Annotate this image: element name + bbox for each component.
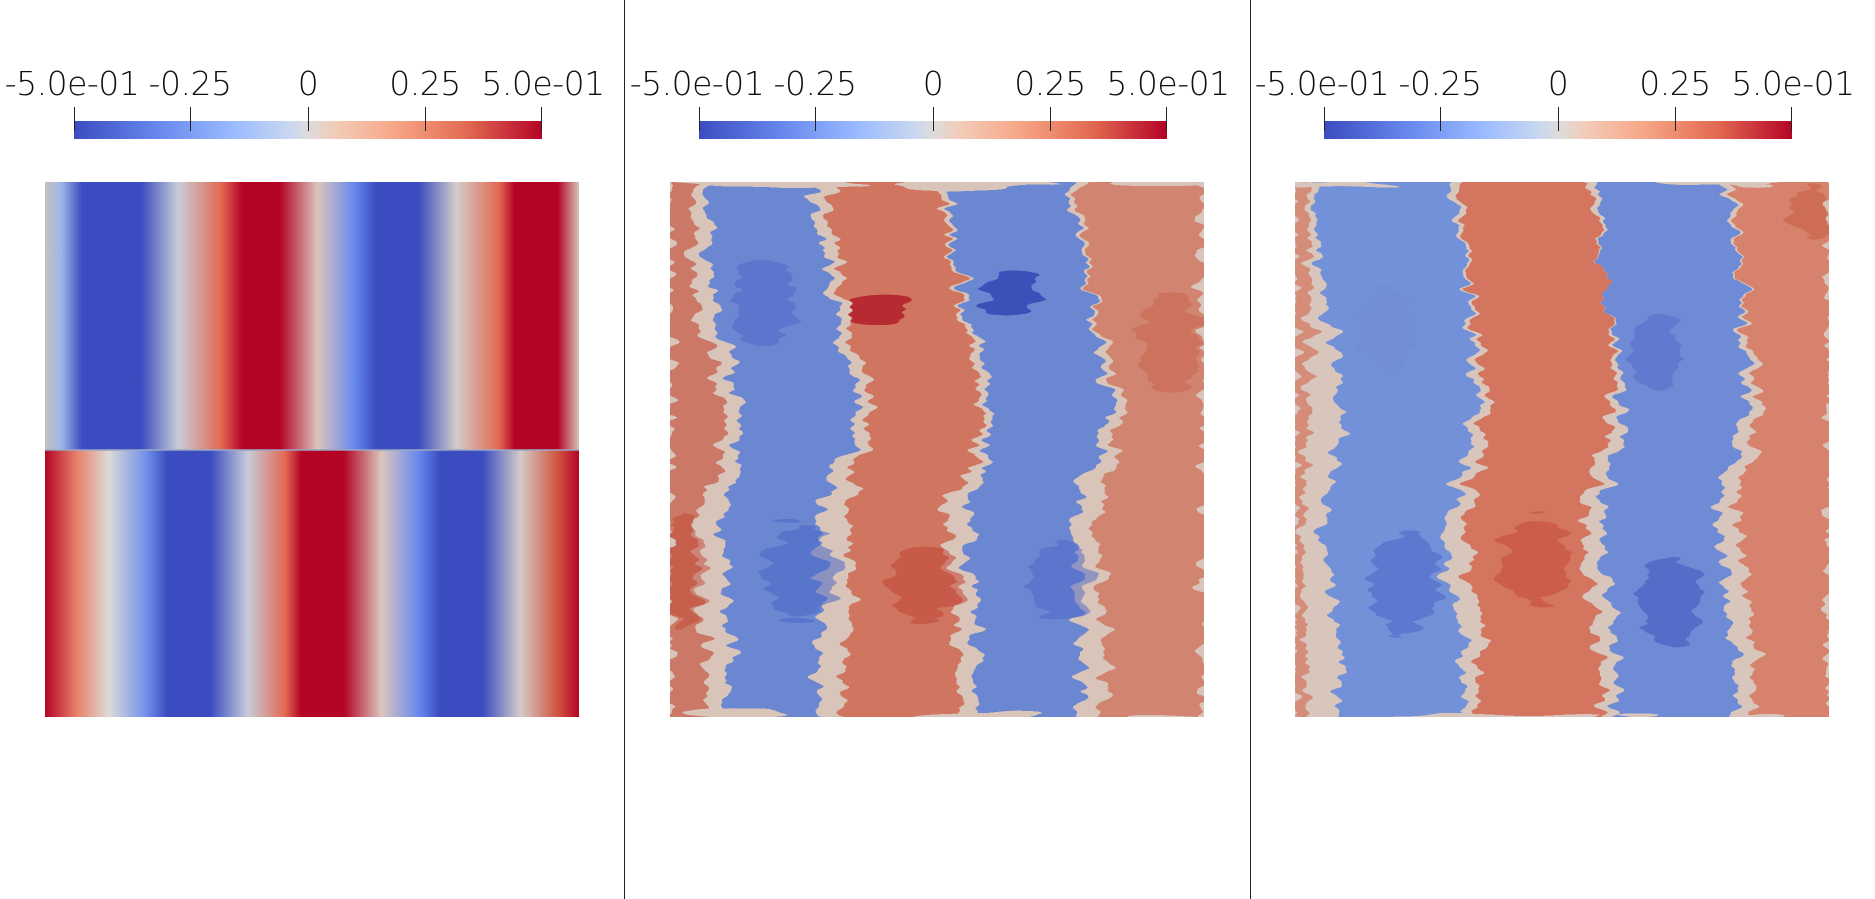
scalar-bar-tick-label: 0 [297, 64, 319, 103]
scalar-bar-tick [541, 107, 542, 131]
scalar-bar-tick-label: 0.25 [1014, 64, 1086, 103]
scalar-bar-tick-label: -5.0e-01 [629, 64, 765, 103]
scalar-bar-tick-label: 5.0e-01 [1731, 64, 1855, 103]
scalar-bar-tick-label: 0 [1547, 64, 1569, 103]
view-divider[interactable] [1250, 0, 1251, 899]
scalar-bar-tick [1324, 107, 1325, 131]
scalar-bar-tick [190, 107, 191, 131]
scalar-bar-tick-label: 5.0e-01 [481, 64, 605, 103]
view-divider[interactable] [624, 0, 625, 899]
scalar-bar-tick [699, 107, 700, 131]
scalar-bar-tick [308, 107, 309, 131]
render-view-2[interactable]: -5.0e-01 -0.25 0 0.25 5.0e-01 [625, 0, 1250, 899]
scalar-bar-tick-label: 0.25 [389, 64, 461, 103]
scalar-bar-tick-label: 0 [922, 64, 944, 103]
scalar-field-plot-1 [45, 182, 579, 717]
scalar-bar-tick [1166, 107, 1167, 131]
scalar-bar-tick [1675, 107, 1676, 131]
scalar-bar-tick [425, 107, 426, 131]
scalar-bar-tick [815, 107, 816, 131]
render-view-3[interactable]: -5.0e-01 -0.25 0 0.25 5.0e-01 [1250, 0, 1875, 899]
scalar-bar-tick-label: 0.25 [1639, 64, 1711, 103]
scalar-bar-tick-label: -5.0e-01 [4, 64, 140, 103]
scalar-bar-tick-label: -0.25 [773, 64, 857, 103]
scalar-bar-tick [1558, 107, 1559, 131]
render-view-1[interactable]: -5.0e-01 -0.25 0 0.25 5.0e-01 [0, 0, 625, 899]
scalar-bar-tick-label: -0.25 [1398, 64, 1482, 103]
scalar-bar-tick [933, 107, 934, 131]
scalar-bar-tick-label: -0.25 [148, 64, 232, 103]
scalar-bar-tick-label: -5.0e-01 [1254, 64, 1390, 103]
scalar-bar-tick [1440, 107, 1441, 131]
scalar-bar-tick [74, 107, 75, 131]
scalar-field-plot-3 [1295, 182, 1829, 717]
scalar-bar-tick [1791, 107, 1792, 131]
scalar-bar-tick-label: 5.0e-01 [1106, 64, 1230, 103]
scalar-field-plot-2 [670, 182, 1204, 717]
scalar-bar-tick [1050, 107, 1051, 131]
